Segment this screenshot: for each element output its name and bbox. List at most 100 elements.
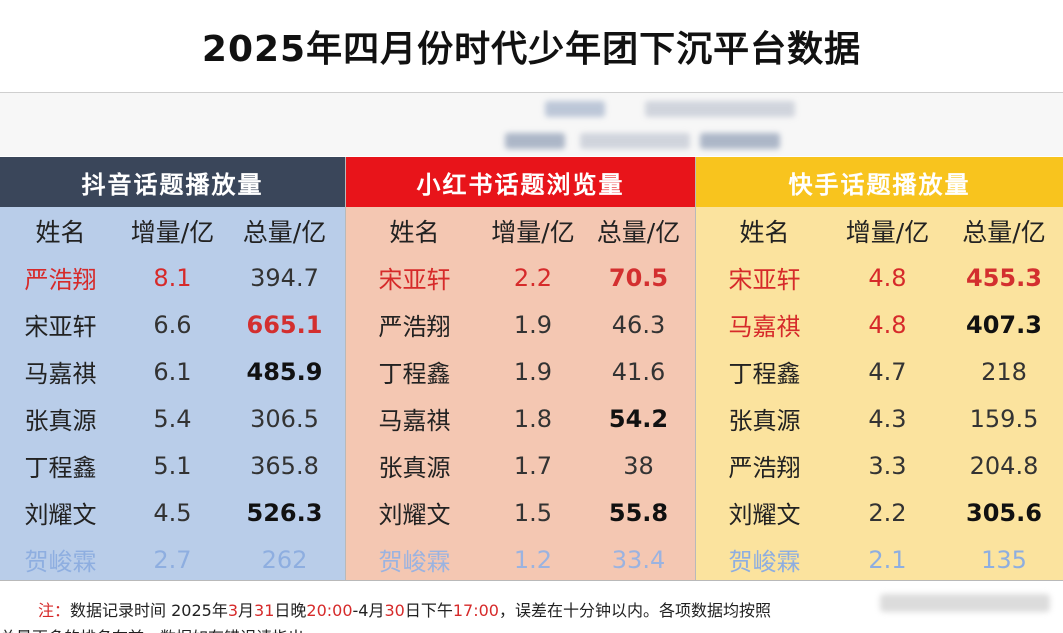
- total-value: 159.5: [969, 404, 1039, 433]
- increase-value: 1.7: [513, 451, 553, 480]
- member-name: 张真源: [728, 407, 801, 435]
- footnote-text: ，误差在十分钟以内。各项数据均按照: [498, 601, 771, 620]
- member-name: 宋亚轩: [378, 266, 451, 294]
- col-name-header: 姓名: [35, 217, 86, 247]
- total-value: 407.3: [966, 310, 1042, 339]
- footnote-highlight: 31: [254, 601, 275, 620]
- table-row: 马嘉祺 6.1 485.9: [0, 348, 345, 395]
- total-value: 665.1: [246, 310, 323, 339]
- member-name: 张真源: [24, 407, 97, 435]
- total-value: 485.9: [246, 357, 323, 386]
- footnote-text: -4月: [352, 601, 385, 620]
- increase-value: 4.3: [868, 404, 907, 433]
- increase-value: 1.8: [513, 404, 553, 433]
- table-row: 丁程鑫 4.7 218: [696, 348, 1063, 395]
- kuaishou-column-headers: 姓名 增量/亿 总量/亿: [696, 207, 1063, 254]
- member-name: 张真源: [378, 454, 451, 482]
- table-row: 宋亚轩 4.8 455.3: [696, 254, 1063, 301]
- total-value: 262: [261, 545, 308, 574]
- footnote-text: 日晚: [274, 601, 307, 620]
- col-increase-header: 增量/亿: [845, 217, 930, 247]
- increase-value: 4.7: [868, 357, 907, 386]
- table-row: 宋亚轩 2.2 70.5: [346, 254, 695, 301]
- table-row: 宋亚轩 6.6 665.1: [0, 301, 345, 348]
- total-value: 70.5: [608, 263, 669, 292]
- table-row: 丁程鑫 5.1 365.8: [0, 442, 345, 489]
- table-row: 马嘉祺 1.8 54.2: [346, 395, 695, 442]
- col-total-header: 总量/亿: [962, 217, 1046, 247]
- member-name: 刘耀文: [378, 501, 451, 529]
- member-name: 严浩翔: [24, 266, 97, 294]
- total-value: 204.8: [969, 451, 1039, 480]
- member-name: 刘耀文: [728, 501, 801, 529]
- col-name-header: 姓名: [389, 217, 440, 247]
- member-name: 刘耀文: [24, 501, 97, 529]
- note-label: 注：: [38, 601, 71, 620]
- title-divider: [0, 92, 1063, 93]
- footnote-text: 月: [238, 601, 255, 620]
- total-value: 394.7: [250, 263, 319, 292]
- footnote-text: 数据记录时间 2025年: [70, 601, 228, 620]
- total-value: 41.6: [611, 357, 666, 386]
- footnote-text: 日下午: [404, 601, 453, 620]
- xiaohongshu-column-headers: 姓名 增量/亿 总量/亿: [346, 207, 695, 254]
- table-row: 张真源 4.3 159.5: [696, 395, 1063, 442]
- member-name: 丁程鑫: [378, 360, 451, 388]
- member-name: 贺峻霖: [24, 548, 97, 576]
- footnote-highlight: 30: [384, 601, 405, 620]
- increase-value: 6.6: [153, 310, 192, 339]
- member-name: 马嘉祺: [728, 313, 801, 341]
- table-row: 贺峻霖 2.7 262: [0, 536, 345, 583]
- blurred-watermark-area: [0, 93, 1063, 156]
- increase-value: 3.3: [868, 451, 907, 480]
- col-total-header: 总量/亿: [596, 217, 681, 247]
- total-value: 526.3: [246, 498, 323, 527]
- table-row: 刘耀文 4.5 526.3: [0, 489, 345, 536]
- member-name: 严浩翔: [728, 454, 801, 482]
- member-name: 宋亚轩: [24, 313, 97, 341]
- kuaishou-section: 快手话题播放量 姓名 增量/亿 总量/亿 宋亚轩 4.8 455.3 马嘉祺 4…: [695, 157, 1063, 580]
- douyin-heading: 抖音话题播放量: [0, 157, 345, 207]
- member-name: 马嘉祺: [378, 407, 451, 435]
- table-row: 贺峻霖 2.1 135: [696, 536, 1063, 583]
- total-value: 46.3: [611, 310, 666, 339]
- member-name: 宋亚轩: [728, 266, 801, 294]
- footnote: 注：数据记录时间 2025年3月31日晚20:00-4月30日下午17:00，误…: [0, 584, 1063, 633]
- footnote-highlight: 3: [227, 601, 239, 620]
- col-total-header: 总量/亿: [242, 217, 327, 247]
- footnote-line-1: 注：数据记录时间 2025年3月31日晚20:00-4月30日下午17:00，误…: [38, 597, 771, 621]
- table-row: 贺峻霖 1.2 33.4: [346, 536, 695, 583]
- increase-value: 5.4: [153, 404, 192, 433]
- col-increase-header: 增量/亿: [491, 217, 575, 247]
- member-name: 丁程鑫: [24, 454, 97, 482]
- table-row: 张真源 5.4 306.5: [0, 395, 345, 442]
- total-value: 33.4: [611, 545, 666, 574]
- total-value: 305.6: [966, 498, 1042, 527]
- increase-value: 1.5: [513, 498, 553, 527]
- table-bottom-border: [0, 580, 1063, 581]
- increase-value: 8.1: [153, 263, 192, 292]
- total-value: 365.8: [250, 451, 319, 480]
- total-value: 135: [981, 545, 1027, 574]
- total-value: 306.5: [250, 404, 319, 433]
- increase-value: 6.1: [153, 357, 192, 386]
- increase-value: 2.7: [153, 545, 192, 574]
- blurred-watermark: [880, 594, 1050, 612]
- page-title: 2025年四月份时代少年团下沉平台数据: [201, 29, 862, 70]
- footnote-highlight: 20:00: [306, 601, 353, 620]
- total-value: 38: [623, 451, 654, 480]
- increase-value: 1.9: [513, 357, 553, 386]
- member-name: 贺峻霖: [378, 548, 451, 576]
- col-increase-header: 增量/亿: [130, 217, 215, 247]
- douyin-column-headers: 姓名 增量/亿 总量/亿: [0, 207, 345, 254]
- total-value: 455.3: [966, 263, 1042, 292]
- total-value: 54.2: [608, 404, 669, 433]
- increase-value: 1.2: [513, 545, 553, 574]
- member-name: 严浩翔: [378, 313, 451, 341]
- member-name: 丁程鑫: [728, 360, 801, 388]
- increase-value: 4.8: [868, 263, 907, 292]
- member-name: 马嘉祺: [24, 360, 97, 388]
- increase-value: 4.5: [153, 498, 192, 527]
- increase-value: 5.1: [153, 451, 192, 480]
- col-name-header: 姓名: [739, 217, 790, 247]
